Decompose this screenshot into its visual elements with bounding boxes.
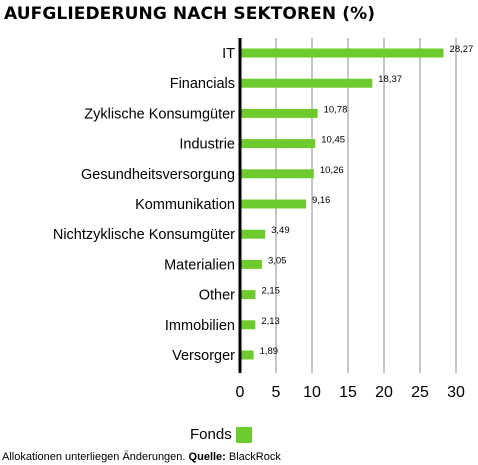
category-labels: IT Financials Zyklische Konsumgüter Industr… <box>53 46 235 364</box>
category-label: Immobilien <box>165 318 235 334</box>
x-tick-label: 0 <box>236 384 245 401</box>
category-label: Materialien <box>164 257 235 273</box>
value-label: 2,15 <box>261 286 280 297</box>
category-label: IT <box>222 46 235 62</box>
category-label: Zyklische Konsumgüter <box>84 106 235 122</box>
category-label: Industrie <box>179 137 235 153</box>
value-label: 3,49 <box>271 225 290 236</box>
value-label: 9,16 <box>312 195 331 206</box>
bar <box>240 48 444 58</box>
chart-title: AUFGLIEDERUNG NACH SEKTOREN (%) <box>4 4 376 24</box>
x-tick-label: 20 <box>375 384 393 401</box>
sector-bar-chart: IT Financials Zyklische Konsumgüter Industr… <box>53 38 474 401</box>
legend-swatch <box>235 426 252 443</box>
source-label: Quelle: <box>188 451 226 463</box>
x-tick-label: 25 <box>411 384 429 401</box>
value-label: 10,26 <box>320 165 344 176</box>
value-label: 3,05 <box>268 255 287 266</box>
bar <box>240 169 314 179</box>
bar <box>240 290 256 300</box>
source-name: BlackRock <box>228 451 281 463</box>
category-label: Kommunikation <box>135 197 235 213</box>
x-tick-label: 5 <box>272 384 281 401</box>
category-label: Financials <box>170 76 235 92</box>
bar <box>240 320 256 330</box>
bar <box>240 229 266 239</box>
bar <box>240 139 316 149</box>
value-label: 10,45 <box>321 135 345 146</box>
category-label: Gesundheitsversorgung <box>81 167 235 183</box>
bar <box>240 350 254 360</box>
bar <box>240 78 373 88</box>
bar <box>240 108 318 118</box>
bar <box>240 259 262 269</box>
bar <box>240 199 306 209</box>
x-tick-label: 15 <box>339 384 357 401</box>
value-label: 28,27 <box>450 44 474 55</box>
legend: Fonds <box>190 426 252 443</box>
category-label: Other <box>199 288 235 304</box>
value-label: 2,13 <box>261 316 280 327</box>
category-label: Nichtzyklische Konsumgüter <box>53 227 235 243</box>
value-labels: 28,27 18,37 10,78 10,45 10,26 9,16 3,49 3,05 2,1… <box>260 44 474 357</box>
x-tick-label: 10 <box>303 384 321 401</box>
value-label: 10,78 <box>324 104 348 115</box>
footnote: Allokationen unterliegen Änderungen. Que… <box>2 451 281 463</box>
category-label: Versorger <box>172 348 235 364</box>
bars <box>240 48 444 360</box>
x-tick-label: 30 <box>447 384 465 401</box>
footnote-text: Allokationen unterliegen Änderungen. <box>2 451 186 463</box>
x-tick-labels: 0 5 10 15 20 25 30 <box>236 384 465 401</box>
value-label: 18,37 <box>378 74 402 85</box>
legend-label: Fonds <box>190 426 232 443</box>
value-label: 1,89 <box>260 346 279 357</box>
